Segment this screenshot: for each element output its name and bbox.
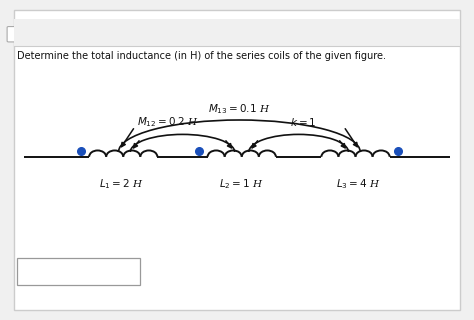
Text: $L_3 = 4$ H: $L_3 = 4$ H [336,177,380,191]
FancyBboxPatch shape [7,27,23,42]
Text: $L_2 = 1$ H: $L_2 = 1$ H [219,177,264,191]
Text: 1 pts: 1 pts [420,29,448,40]
Text: $M_{13} = 0.1$ H: $M_{13} = 0.1$ H [208,102,271,116]
FancyBboxPatch shape [17,258,140,285]
Text: $M_{12} = 0.2$ H: $M_{12} = 0.2$ H [137,115,199,129]
Text: Determine the total inductance (in H) of the series coils of the given figure.: Determine the total inductance (in H) of… [17,51,385,61]
Text: Question 7: Question 7 [34,28,106,41]
Text: $k = 1$: $k = 1$ [290,116,317,128]
Text: $L_1 = 2$ H: $L_1 = 2$ H [99,177,143,191]
